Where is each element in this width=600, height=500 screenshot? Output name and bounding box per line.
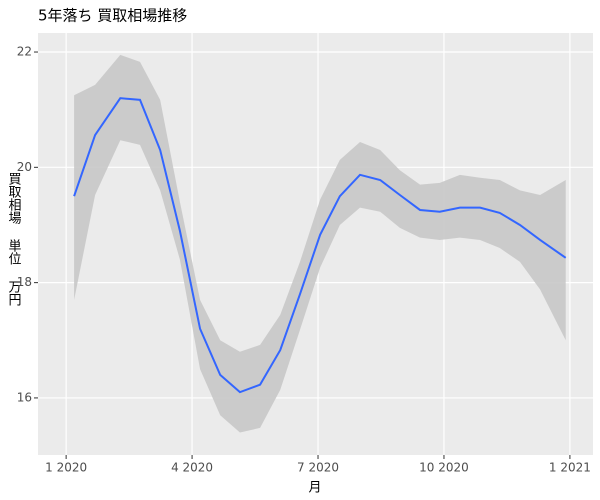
trend-line [73,97,567,394]
x-tick-label: 4 2020 [171,461,213,475]
y-tick-label: 22 [17,45,32,59]
y-axis-title: 買取相場 単位 万円 [6,172,22,306]
x-tick-label: 1 2020 [45,461,87,475]
chart-title: 5年落ち 買取相場推移 [38,7,187,25]
y-tick-label: 20 [17,160,32,174]
y-tick-label: 16 [17,390,32,404]
x-tick-label: 10 2020 [419,461,469,475]
x-tick-label: 1 2021 [549,461,591,475]
y-tick-label: 18 [17,275,32,289]
x-axis-title: 月 [308,481,321,496]
confidence-band [74,54,566,433]
x-tick-label: 7 2020 [297,461,339,475]
